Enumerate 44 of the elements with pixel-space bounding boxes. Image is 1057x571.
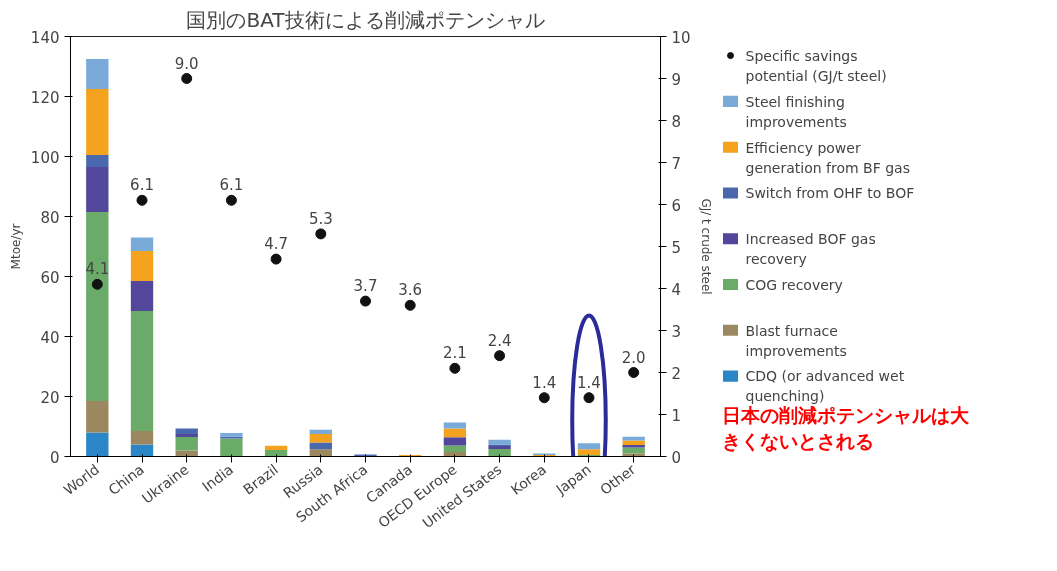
y2-tick-label: 7 <box>671 154 682 173</box>
y-tick-label: 0 <box>49 448 60 467</box>
y2-tick-label: 9 <box>671 70 682 89</box>
y-tick-label: 140 <box>30 28 60 47</box>
data-label: 2.4 <box>487 331 512 350</box>
legend-label: COG recovery <box>745 276 843 293</box>
y-tick-label: 120 <box>30 88 60 107</box>
y2-tick-label: 1 <box>671 406 682 425</box>
y-axis-title: Mtoe/yr <box>8 223 23 270</box>
data-label: 6.1 <box>130 176 154 195</box>
data-label: 1.4 <box>532 373 557 392</box>
legend-label: Specific savings potential (GJ/t steel) <box>745 47 887 84</box>
data-label: 4.7 <box>264 235 289 254</box>
data-label: 3.7 <box>353 277 378 296</box>
y-tick-label: 20 <box>40 388 60 407</box>
y2-tick-label: 8 <box>671 112 682 131</box>
legend-label: Steel finishing improvements <box>745 93 847 130</box>
text: 日本の削減ポテンシャルは大きくないとされる <box>721 403 970 453</box>
y2-tick-label: 6 <box>671 196 682 215</box>
legend-label: Blast furnace improvements <box>745 322 847 359</box>
y2-tick-label: 4 <box>671 280 682 299</box>
data-label: 4.1 <box>85 260 110 279</box>
data-label: 2.0 <box>621 348 646 367</box>
y-tick-label: 80 <box>40 208 60 227</box>
data-label: 3.6 <box>398 281 423 300</box>
legend-label: Efficiency power generation from BF gas <box>745 139 910 176</box>
y2-tick-label: 3 <box>671 322 682 341</box>
data-label: 9.0 <box>174 54 199 73</box>
y-tick-label: 60 <box>40 268 60 287</box>
y2-tick-label: 10 <box>671 28 691 47</box>
y2-tick-label: 5 <box>671 238 682 257</box>
y2-tick-label: 0 <box>671 448 682 467</box>
y2-axis-title: GJ/ t crude steel <box>698 198 713 295</box>
data-label: 6.1 <box>219 176 244 195</box>
y2-tick-label: 2 <box>671 364 682 383</box>
legend-label: Increased BOF gas recovery <box>745 231 876 268</box>
legend-label: CDQ (or advanced wet quenching) <box>745 368 905 405</box>
y-tick-label: 40 <box>40 328 60 347</box>
chart-title: 国別のBAT技術による削減ポテンシャル <box>186 7 545 32</box>
y-tick-label: 100 <box>30 148 60 167</box>
data-label: 2.1 <box>442 344 467 363</box>
data-label: 5.3 <box>308 209 333 228</box>
legend-label: Switch from OHF to BOF <box>745 185 915 202</box>
data-label: 1.4 <box>577 373 601 392</box>
